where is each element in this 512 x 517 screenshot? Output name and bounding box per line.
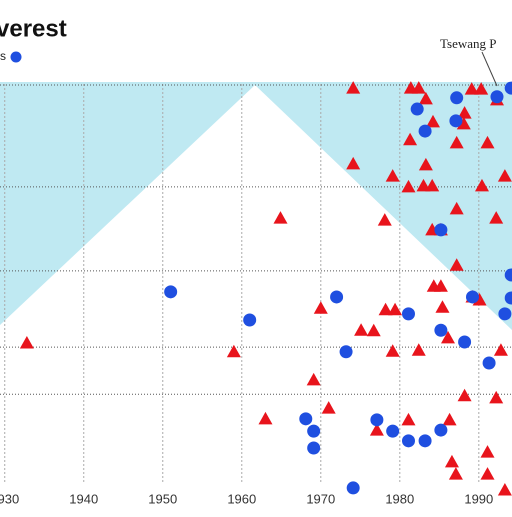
- triangle-point: [425, 178, 440, 192]
- circle-point: [434, 323, 448, 337]
- triangle-point: [489, 390, 504, 404]
- circle-point: [243, 313, 257, 327]
- circle-point: [450, 91, 464, 105]
- triangle-point: [457, 388, 472, 402]
- triangle-point: [418, 157, 433, 171]
- triangle-point: [480, 467, 495, 480]
- circle-point: [504, 291, 512, 305]
- triangle-point: [472, 293, 487, 306]
- triangle-point: [321, 401, 336, 414]
- triangle-point: [497, 169, 512, 182]
- triangle-point: [378, 302, 393, 316]
- triangle-point: [474, 178, 489, 192]
- triangle-point: [441, 330, 455, 344]
- triangle-point: [433, 279, 448, 292]
- triangle-point: [19, 336, 34, 349]
- triangle-point: [411, 81, 426, 94]
- circle-point: [410, 102, 424, 116]
- triangle-point: [377, 213, 392, 226]
- triangle-point: [418, 91, 433, 105]
- triangle-point: [226, 344, 241, 358]
- triangle-point: [346, 81, 361, 94]
- triangle-point: [474, 82, 489, 95]
- triangle-point: [480, 445, 495, 458]
- triangle-point: [388, 302, 403, 316]
- circle-point: [490, 90, 504, 104]
- triangle-point: [480, 135, 495, 149]
- triangle-point: [449, 258, 464, 271]
- triangle-point: [435, 300, 450, 313]
- triangle-point: [456, 116, 471, 130]
- circle-point: [307, 441, 321, 455]
- circle-point: [458, 335, 472, 349]
- x-tick-label: 1930: [0, 491, 19, 506]
- triangle-point: [313, 301, 328, 314]
- circle-point: [307, 424, 321, 438]
- triangle-point: [449, 135, 464, 149]
- triangle-point: [449, 201, 464, 215]
- circle-point: [504, 268, 512, 282]
- circle-point: [418, 434, 432, 448]
- triangle-point: [403, 132, 418, 146]
- x-tick-label: 1980: [385, 491, 414, 506]
- triangle-point: [411, 343, 426, 356]
- circle-point: [504, 81, 512, 95]
- circle-point: [346, 481, 360, 495]
- circle-point: [449, 114, 463, 128]
- x-tick-label: 1950: [148, 491, 177, 506]
- x-tick-label: 1990: [464, 491, 493, 506]
- triangle-point: [442, 412, 457, 426]
- triangle-point: [273, 211, 288, 224]
- annotation-leader: [481, 51, 498, 87]
- circle-point: [434, 223, 448, 237]
- legend-marker: [10, 51, 22, 63]
- circle-point: [370, 413, 384, 427]
- circle-point: [418, 124, 432, 138]
- circle-point: [434, 423, 448, 437]
- sky-background: [0, 82, 512, 330]
- triangle-point: [444, 454, 459, 468]
- triangle-point: [369, 423, 384, 436]
- triangle-point: [448, 467, 463, 480]
- circle-point: [498, 307, 512, 321]
- x-tick-label: 1970: [306, 491, 335, 506]
- triangle-point: [489, 211, 504, 224]
- triangle-point: [385, 169, 400, 182]
- triangle-point: [401, 179, 416, 193]
- triangle-point: [457, 106, 472, 119]
- circle-point: [386, 424, 400, 438]
- circle-point: [465, 290, 479, 304]
- legend-label: s: [0, 49, 6, 63]
- triangle-point: [497, 482, 512, 496]
- chart-title: verest: [0, 15, 67, 42]
- triangle-point: [258, 411, 273, 425]
- triangle-point: [464, 82, 479, 95]
- triangle-point: [306, 372, 321, 386]
- triangle-point: [385, 344, 400, 357]
- annotation: Tsewang P: [440, 36, 497, 51]
- triangle-point: [493, 343, 508, 356]
- circle-point: [482, 356, 496, 370]
- circle-point: [299, 412, 313, 426]
- triangle-point: [425, 114, 440, 128]
- marks: [19, 81, 512, 496]
- x-tick-label: 1960: [227, 491, 256, 506]
- triangle-point: [346, 156, 361, 170]
- circle-point: [401, 434, 415, 448]
- circle-point: [401, 307, 415, 321]
- triangle-point: [366, 323, 381, 337]
- circle-point: [339, 345, 353, 359]
- triangle-point: [354, 323, 369, 336]
- x-tick-label: 1940: [69, 491, 98, 506]
- triangle-point: [401, 412, 416, 426]
- circle-point: [330, 290, 344, 304]
- circle-point: [164, 285, 178, 299]
